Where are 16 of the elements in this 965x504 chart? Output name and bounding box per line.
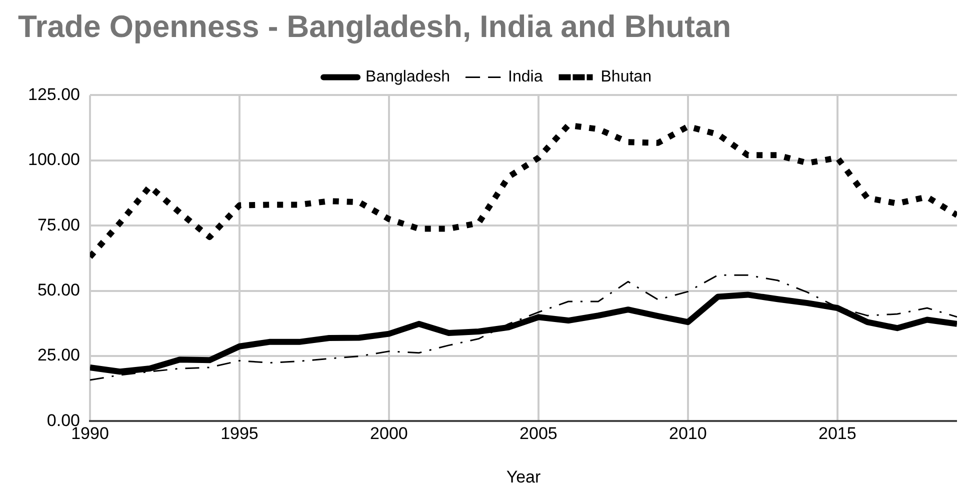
- y-tick-label: 75.00: [37, 215, 80, 234]
- legend-label: India: [508, 68, 543, 86]
- y-tick-label: 25.00: [37, 346, 80, 365]
- x-tick-label: 1995: [220, 424, 258, 444]
- x-axis-title: Year: [506, 467, 542, 486]
- line-series: [90, 274, 957, 381]
- legend-label: Bangladesh: [366, 68, 450, 86]
- x-tick-label: 2010: [669, 424, 707, 444]
- x-tick-label: 2015: [818, 424, 856, 444]
- legend-label: Bhutan: [600, 68, 652, 86]
- y-tick-label: 100.00: [28, 150, 80, 170]
- y-tick-label: 50.00: [37, 280, 80, 300]
- x-tick-label: 2000: [370, 424, 408, 444]
- y-tick-label: 125.00: [28, 84, 80, 104]
- x-tick-label: 2005: [520, 424, 558, 444]
- chart-title: Trade Openness - Bangladesh, India and Bhutan: [18, 9, 732, 44]
